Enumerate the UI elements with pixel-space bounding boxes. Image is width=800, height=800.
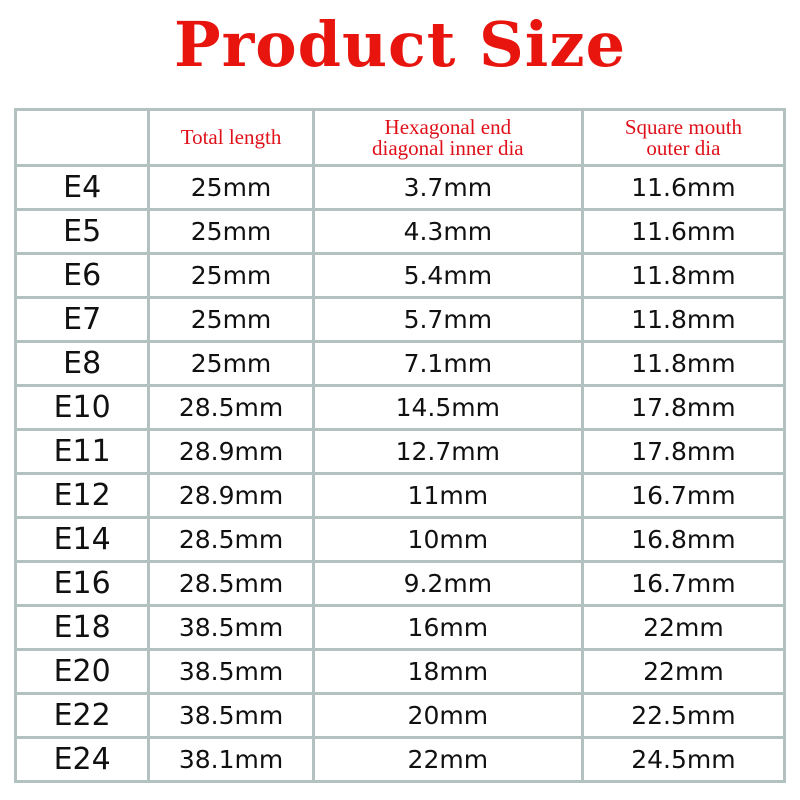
- table-row: E6 25mm 5.4mm 11.8mm: [13, 252, 787, 299]
- table-row: E7 25mm 5.7mm 11.8mm: [13, 296, 787, 343]
- table-row: E16 28.5mm 9.2mm 16.7mm: [13, 560, 787, 607]
- cell-total-length: 25mm: [147, 208, 315, 255]
- cell-square-outer-dia: 11.8mm: [580, 296, 787, 343]
- cell-model: E12: [13, 472, 151, 519]
- cell-model: E6: [13, 252, 151, 299]
- cell-total-length: 28.9mm: [147, 472, 315, 519]
- cell-hex-inner-dia: 12.7mm: [311, 428, 584, 475]
- cell-square-outer-dia: 16.7mm: [580, 472, 787, 519]
- cell-square-outer-dia: 22mm: [580, 604, 787, 651]
- table-row: E11 28.9mm 12.7mm 17.8mm: [13, 428, 787, 475]
- header-hex-inner-dia: Hexagonal end diagonal inner dia: [311, 108, 584, 167]
- cell-model: E18: [13, 604, 151, 651]
- cell-total-length: 38.1mm: [147, 736, 315, 783]
- header-total-length: Total length: [147, 108, 315, 167]
- cell-model: E4: [13, 164, 151, 211]
- cell-hex-inner-dia: 4.3mm: [311, 208, 584, 255]
- cell-total-length: 25mm: [147, 252, 315, 299]
- table-header-row: Total length Hexagonal end diagonal inne…: [13, 108, 787, 167]
- cell-model: E24: [13, 736, 151, 783]
- cell-square-outer-dia: 22.5mm: [580, 692, 787, 739]
- cell-model: E10: [13, 384, 151, 431]
- table-row: E24 38.1mm 22mm 24.5mm: [13, 736, 787, 783]
- table-row: E5 25mm 4.3mm 11.6mm: [13, 208, 787, 255]
- cell-square-outer-dia: 16.7mm: [580, 560, 787, 607]
- size-table: Total length Hexagonal end diagonal inne…: [13, 108, 787, 783]
- table-row: E22 38.5mm 20mm 22.5mm: [13, 692, 787, 739]
- cell-square-outer-dia: 11.6mm: [580, 208, 787, 255]
- table-row: E20 38.5mm 18mm 22mm: [13, 648, 787, 695]
- table-row: E12 28.9mm 11mm 16.7mm: [13, 472, 787, 519]
- cell-total-length: 28.5mm: [147, 384, 315, 431]
- cell-model: E20: [13, 648, 151, 695]
- cell-hex-inner-dia: 5.4mm: [311, 252, 584, 299]
- page-title: Product Size: [173, 8, 627, 81]
- cell-model: E14: [13, 516, 151, 563]
- table-row: E10 28.5mm 14.5mm 17.8mm: [13, 384, 787, 431]
- cell-hex-inner-dia: 18mm: [311, 648, 584, 695]
- cell-total-length: 38.5mm: [147, 648, 315, 695]
- cell-hex-inner-dia: 14.5mm: [311, 384, 584, 431]
- cell-model: E22: [13, 692, 151, 739]
- header-model: [13, 108, 151, 167]
- cell-square-outer-dia: 24.5mm: [580, 736, 787, 783]
- cell-model: E7: [13, 296, 151, 343]
- cell-total-length: 25mm: [147, 340, 315, 387]
- cell-hex-inner-dia: 7.1mm: [311, 340, 584, 387]
- cell-total-length: 28.5mm: [147, 516, 315, 563]
- cell-hex-inner-dia: 22mm: [311, 736, 584, 783]
- table-row: E8 25mm 7.1mm 11.8mm: [13, 340, 787, 387]
- table-row: E4 25mm 3.7mm 11.6mm: [13, 164, 787, 211]
- table-row: E18 38.5mm 16mm 22mm: [13, 604, 787, 651]
- cell-square-outer-dia: 11.8mm: [580, 340, 787, 387]
- cell-model: E8: [13, 340, 151, 387]
- cell-total-length: 38.5mm: [147, 604, 315, 651]
- cell-model: E16: [13, 560, 151, 607]
- cell-model: E5: [13, 208, 151, 255]
- cell-square-outer-dia: 17.8mm: [580, 428, 787, 475]
- header-square-outer-dia: Square mouth outer dia: [580, 108, 787, 167]
- cell-square-outer-dia: 17.8mm: [580, 384, 787, 431]
- cell-total-length: 28.5mm: [147, 560, 315, 607]
- cell-total-length: 28.9mm: [147, 428, 315, 475]
- cell-square-outer-dia: 11.8mm: [580, 252, 787, 299]
- cell-square-outer-dia: 22mm: [580, 648, 787, 695]
- cell-hex-inner-dia: 3.7mm: [311, 164, 584, 211]
- table-row: E14 28.5mm 10mm 16.8mm: [13, 516, 787, 563]
- cell-hex-inner-dia: 16mm: [311, 604, 584, 651]
- cell-hex-inner-dia: 5.7mm: [311, 296, 584, 343]
- cell-total-length: 38.5mm: [147, 692, 315, 739]
- cell-square-outer-dia: 16.8mm: [580, 516, 787, 563]
- cell-hex-inner-dia: 11mm: [311, 472, 584, 519]
- cell-hex-inner-dia: 9.2mm: [311, 560, 584, 607]
- cell-square-outer-dia: 11.6mm: [580, 164, 787, 211]
- cell-total-length: 25mm: [147, 296, 315, 343]
- cell-model: E11: [13, 428, 151, 475]
- cell-hex-inner-dia: 20mm: [311, 692, 584, 739]
- cell-hex-inner-dia: 10mm: [311, 516, 584, 563]
- cell-total-length: 25mm: [147, 164, 315, 211]
